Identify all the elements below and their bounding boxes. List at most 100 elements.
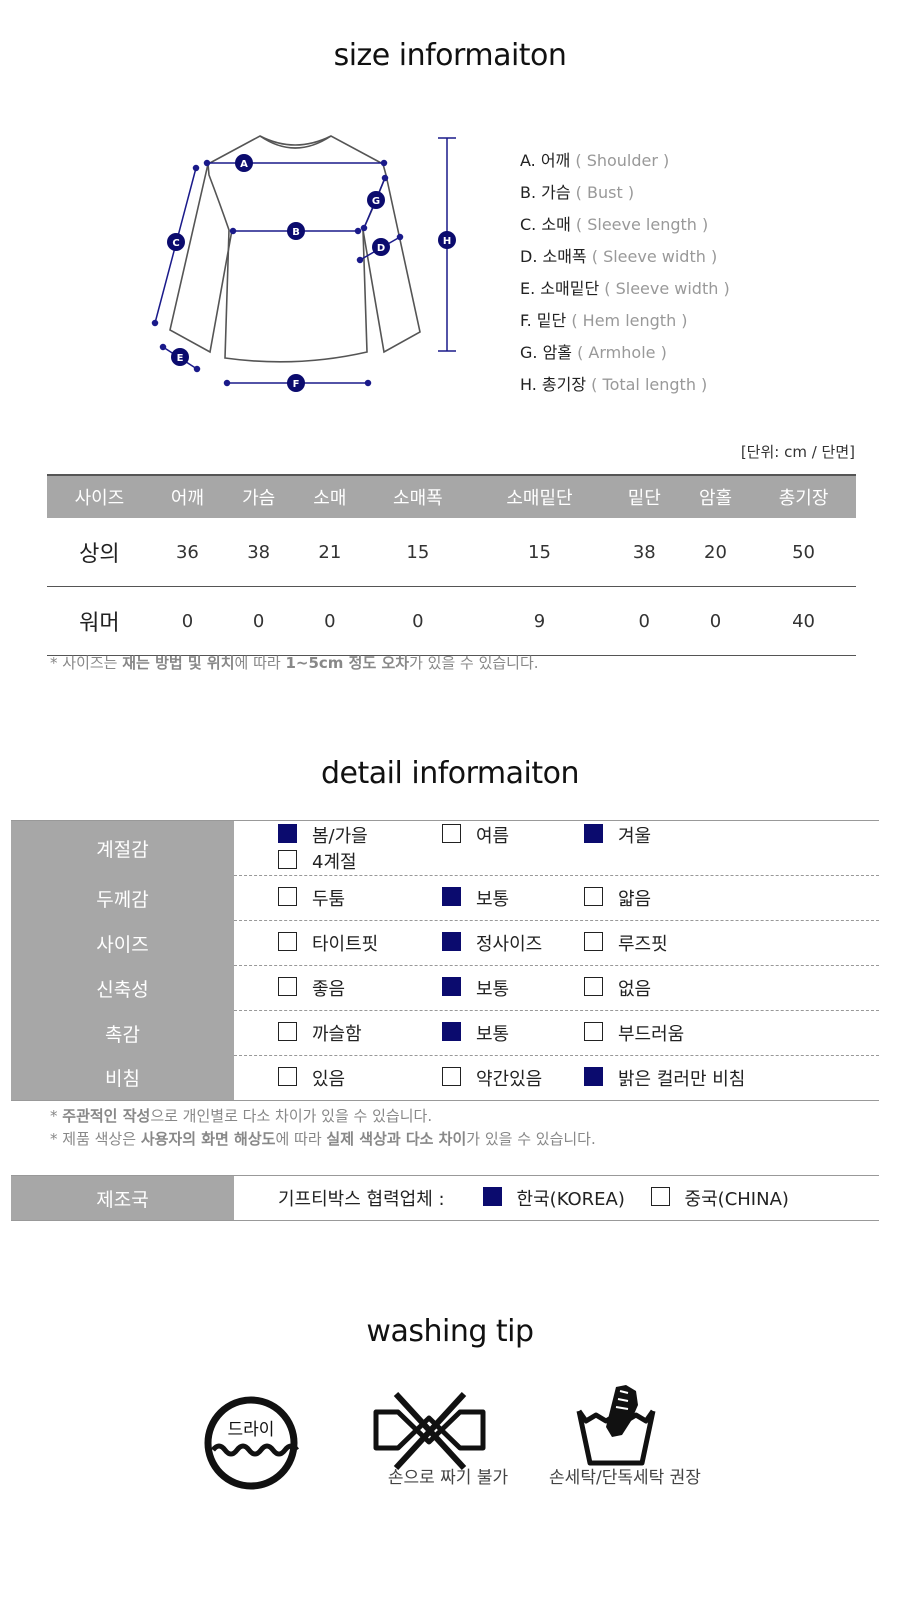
size-section-title: size informaiton — [333, 38, 567, 73]
option: 밝은 컬러만 비침 — [584, 1065, 745, 1091]
option: 약간있음 — [442, 1065, 584, 1091]
option: 중국(CHINA) — [650, 1185, 815, 1211]
row-label: 워머 — [47, 586, 152, 656]
detail-row-label: 두께감 — [11, 875, 234, 921]
detail-row-label: 사이즈 — [11, 920, 234, 966]
size-table-header: 사이즈 어깨 가슴 소매 소매폭 소매밑단 밑단 암홀 총기장 — [47, 474, 856, 518]
header-cell: 소매 — [294, 474, 366, 518]
detail-options: 있음 약간있음 밝은 컬러만 비침 — [234, 1055, 879, 1101]
detail-row-label: 계절감 — [11, 820, 234, 876]
checkbox-unchecked — [584, 886, 603, 906]
option: 있음 — [278, 1065, 442, 1091]
option: 4계절 — [278, 848, 442, 874]
unit-note: [단위: cm / 단면] — [740, 443, 855, 461]
table-cell: 0 — [294, 586, 366, 656]
table-cell: 36 — [151, 518, 224, 587]
detail-row-label: 신축성 — [11, 965, 234, 1011]
detail-row: 촉감 까슬함 보통 부드러움 — [11, 1010, 879, 1056]
checkbox-unchecked — [278, 976, 297, 996]
header-cell: 어깨 — [151, 474, 224, 518]
table-cell: 40 — [751, 586, 856, 656]
checkbox-unchecked — [650, 1186, 670, 1206]
marker-d: D — [377, 243, 385, 254]
hand-wash-caption: 손세탁/단독세탁 권장 — [549, 1468, 701, 1488]
table-cell: 0 — [223, 586, 295, 656]
detail-options: 봄/가을 여름 겨울 4계절 — [234, 820, 879, 876]
checkbox-unchecked — [278, 886, 297, 906]
checkbox-unchecked — [278, 1066, 297, 1086]
checkbox-checked — [442, 976, 461, 996]
no-wringing-icon — [373, 1391, 486, 1470]
detail-options: 두툼 보통 얇음 — [234, 875, 879, 921]
option: 부드러움 — [584, 1020, 726, 1046]
checkbox-unchecked — [584, 931, 603, 951]
detail-section-title: detail informaiton — [321, 756, 580, 791]
detail-row: 계절감 봄/가을 여름 겨울 4계절 — [11, 820, 879, 876]
option: 없음 — [584, 975, 726, 1001]
detail-row: 두께감 두툼 보통 얇음 — [11, 875, 879, 921]
checkbox-unchecked — [442, 823, 461, 843]
option: 루즈핏 — [584, 930, 726, 956]
marker-b: B — [292, 227, 300, 238]
option: 까슬함 — [278, 1020, 442, 1046]
legend-item: E. 소매밑단 ( Sleeve width ) — [520, 279, 730, 298]
origin-table: 제조국 기프티박스 협력업체 : 한국(KOREA) 중국(CHINA) — [11, 1175, 879, 1221]
option: 한국(KOREA) — [482, 1185, 651, 1211]
table-cell: 0 — [151, 586, 224, 656]
header-cell: 밑단 — [608, 474, 680, 518]
marker-c: C — [172, 238, 179, 249]
detail-note-1: * 주관적인 작성으로 개인별로 다소 차이가 있을 수 있습니다. — [50, 1107, 433, 1125]
legend-item: C. 소매 ( Sleeve length ) — [520, 215, 709, 234]
size-legend: A. 어깨 ( Shoulder ) B. 가슴 ( Bust ) C. 소매 … — [520, 145, 730, 401]
option: 타이트핏 — [278, 930, 442, 956]
checkbox-checked — [584, 1066, 603, 1086]
detail-table: 계절감 봄/가을 여름 겨울4계절 두께감 두툼 보통 얇음 사이즈 타이트핏 정사이즈 루… — [11, 820, 879, 1101]
checkbox-unchecked — [442, 1066, 461, 1086]
detail-row: 신축성 좋음 보통 없음 — [11, 965, 879, 1011]
header-cell: 가슴 — [223, 474, 295, 518]
dry-clean-text: 드라이 — [228, 1420, 275, 1440]
legend-item: G. 암홀 ( Armhole ) — [520, 343, 667, 362]
table-cell: 0 — [365, 586, 471, 656]
legend-item: H. 총기장 ( Total length ) — [520, 375, 708, 394]
checkbox-checked — [482, 1186, 502, 1206]
checkbox-checked — [442, 1021, 461, 1041]
option: 좋음 — [278, 975, 442, 1001]
header-cell: 총기장 — [751, 474, 856, 518]
table-cell: 0 — [608, 586, 680, 656]
table-cell: 21 — [294, 518, 366, 587]
table-cell: 0 — [679, 586, 752, 656]
size-table: 사이즈 어깨 가슴 소매 소매폭 소매밑단 밑단 암홀 총기장 상의 36 38… — [47, 474, 856, 656]
origin-label: 제조국 — [11, 1175, 234, 1221]
checkbox-unchecked — [278, 849, 297, 869]
detail-note-2: * 제품 색상은 사용자의 화면 해상도에 따라 실제 색상과 다소 차이가 있… — [50, 1130, 596, 1148]
detail-row: 사이즈 타이트핏 정사이즈 루즈핏 — [11, 920, 879, 966]
legend-item: D. 소매폭 ( Sleeve width ) — [520, 247, 718, 266]
marker-e: E — [177, 353, 184, 364]
origin-options: 기프티박스 협력업체 : 한국(KOREA) 중국(CHINA) — [234, 1175, 879, 1221]
header-cell: 소매폭 — [365, 474, 471, 518]
checkbox-checked — [442, 931, 461, 951]
detail-options: 타이트핏 정사이즈 루즈핏 — [234, 920, 879, 966]
table-cell: 38 — [608, 518, 680, 587]
header-cell: 암홀 — [679, 474, 752, 518]
detail-options: 좋음 보통 없음 — [234, 965, 879, 1011]
washing-section-title: washing tip — [366, 1314, 534, 1349]
checkbox-checked — [584, 823, 603, 843]
marker-g: G — [372, 196, 380, 207]
checkbox-unchecked — [278, 1021, 297, 1041]
table-row: 상의 36 38 21 15 15 38 20 50 — [47, 518, 856, 587]
origin-prefix: 기프티박스 협력업체 : — [278, 1189, 445, 1210]
size-footnote: * 사이즈는 재는 방법 및 위치에 따라 1~5cm 정도 오차가 있을 수 … — [50, 654, 539, 672]
detail-options: 까슬함 보통 부드러움 — [234, 1010, 879, 1056]
checkbox-unchecked — [584, 976, 603, 996]
table-cell: 15 — [365, 518, 471, 587]
marker-f: F — [293, 379, 300, 390]
option: 겨울 — [584, 822, 726, 848]
table-cell: 9 — [470, 586, 609, 656]
detail-row: 비침 있음 약간있음 밝은 컬러만 비침 — [11, 1055, 879, 1101]
header-cell: 사이즈 — [47, 474, 152, 518]
no-wringing-caption: 손으로 짜기 불가 — [387, 1468, 509, 1488]
marker-h: H — [443, 236, 451, 247]
checkbox-unchecked — [278, 931, 297, 951]
